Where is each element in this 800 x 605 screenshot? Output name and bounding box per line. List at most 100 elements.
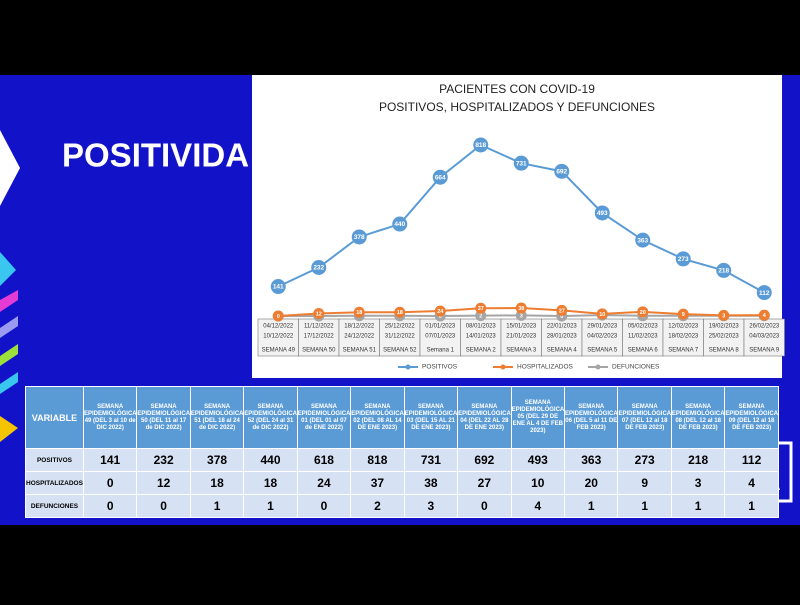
data-label: 731	[516, 160, 527, 167]
x-tick-label: 31/12/2022	[385, 334, 416, 340]
point	[392, 216, 408, 232]
x-tick-label: SEMANA 7	[668, 348, 699, 354]
x-tick-label: 29/01/2023	[587, 324, 618, 330]
x-tick-label: 04/02/2023	[587, 334, 618, 340]
data-label: 664	[435, 174, 446, 181]
data-label: 493	[597, 210, 608, 217]
arrow-decoration	[0, 372, 18, 394]
table-cell: 1	[190, 495, 244, 517]
column-header: SEMANA EPIDEMIOLÓGICA 52 (DEL 24 al 31 d…	[244, 387, 297, 448]
point	[515, 302, 527, 314]
table-row: DEFUNCIONES 0 0 1 1 0 2 3 0 4 1 1 1 1	[26, 495, 778, 517]
x-tick-label: 18/02/2023	[668, 334, 699, 340]
table-cell: 1	[244, 495, 297, 517]
point	[556, 304, 568, 316]
legend-label: POSITIVOS	[422, 364, 458, 371]
point	[313, 307, 325, 319]
row-label: DEFUNCIONES	[26, 495, 83, 517]
legend-swatch	[405, 364, 411, 370]
x-tick-label: 17/12/2022	[304, 334, 335, 340]
legend-swatch	[500, 364, 506, 370]
point	[473, 137, 489, 153]
x-tick-label: 11/02/2023	[628, 334, 658, 340]
x-tick-label: 08/01/2023	[466, 324, 497, 330]
data-label: 9	[682, 312, 685, 318]
x-tick-label: 12/02/2023	[668, 324, 699, 330]
point	[434, 305, 446, 317]
x-tick-label: SEMANA 52	[383, 348, 417, 354]
table-cell: 20	[565, 472, 618, 494]
point	[394, 306, 406, 318]
table-row: VARIABLE SEMANA EPIDEMIOLÓGICA 49 (DEL 3 …	[26, 387, 778, 448]
point	[311, 260, 327, 276]
x-tick-label: 04/03/2023	[749, 334, 780, 340]
x-tick-label: Semana 1	[427, 348, 455, 354]
table-cell: 4	[511, 495, 565, 517]
table-corner: VARIABLE	[26, 387, 83, 448]
table-row: HOSPITALIZADOS 0 12 18 18 24 37 38 27 10 20 9 3 4	[26, 472, 778, 494]
category-box	[622, 318, 664, 357]
point	[677, 308, 689, 320]
point	[716, 262, 732, 278]
data-label: 4	[763, 313, 767, 319]
x-tick-label: 19/02/2023	[709, 324, 740, 330]
point	[353, 306, 365, 318]
row-label: HOSPITALIZADOS	[26, 472, 83, 494]
legend-label: HOSPITALIZADOS	[517, 364, 574, 371]
column-header: SEMANA EPIDEMIOLÓGICA 51 (DEL 18 al 24 d…	[190, 387, 244, 448]
table-cell: 3	[404, 495, 458, 517]
x-tick-label: 04/12/2022	[263, 324, 294, 330]
data-label: 378	[354, 234, 365, 241]
table-cell: 218	[671, 449, 725, 471]
data-label: 112	[759, 290, 770, 297]
data-label: 232	[313, 265, 324, 272]
point	[596, 308, 608, 320]
data-label: 20	[640, 310, 646, 316]
chart-title: PACIENTES CON COVID-19	[439, 82, 595, 96]
point	[432, 169, 448, 185]
category-box	[662, 318, 704, 357]
point	[351, 229, 367, 245]
x-tick-label: SEMANA 50	[302, 348, 336, 354]
column-header: SEMANA EPIDEMIOLÓGICA 07 (DEL 12 al 18 D…	[618, 387, 671, 448]
data-table: VARIABLE SEMANA EPIDEMIOLÓGICA 49 (DEL 3 …	[25, 386, 779, 518]
arrow-decoration	[0, 252, 16, 286]
table-cell: 12	[137, 472, 190, 494]
data-label: 218	[718, 268, 729, 275]
x-tick-label: 24/12/2022	[344, 334, 375, 340]
table-cell: 0	[458, 495, 511, 517]
chevron	[0, 130, 20, 206]
slide-title: POSITIVIDA	[62, 137, 249, 174]
point	[635, 232, 651, 248]
x-tick-label: SEMANA 49	[262, 348, 296, 354]
x-tick-label: 25/12/2022	[385, 324, 416, 330]
point	[272, 310, 284, 322]
point	[513, 155, 529, 171]
table-cell: 0	[297, 495, 351, 517]
point	[475, 302, 487, 314]
x-tick-label: 05/02/2023	[628, 324, 659, 330]
point	[637, 306, 649, 318]
table-cell: 37	[351, 472, 404, 494]
x-tick-label: 21/01/2023	[506, 334, 537, 340]
column-header: SEMANA EPIDEMIOLÓGICA 50 (DEL 11 al 17 d…	[137, 387, 190, 448]
data-label: 12	[316, 311, 322, 317]
table-row: POSITIVOS 141 232 378 440 618 818 731 692 493 363 2…	[26, 449, 778, 471]
column-header: SEMANA EPIDEMIOLÓGICA 09 (DEL 12 al 18 D…	[725, 387, 778, 448]
x-tick-label: SEMANA 2	[466, 348, 497, 354]
category-box	[500, 318, 542, 357]
table-cell: 112	[725, 449, 778, 471]
column-header: SEMANA EPIDEMIOLÓGICA 04 (DEL 22 AL 28 D…	[458, 387, 511, 448]
table-cell: 1	[671, 495, 725, 517]
category-box	[581, 318, 623, 357]
data-label: 0	[439, 314, 442, 320]
x-tick-label: SEMANA 5	[587, 348, 618, 354]
table-cell: 493	[511, 449, 565, 471]
data-label: 692	[556, 169, 567, 176]
x-tick-label: SEMANA 8	[709, 348, 740, 354]
x-tick-label: 26/02/2023	[749, 324, 780, 330]
arrow-decoration	[0, 290, 18, 312]
category-box	[338, 318, 380, 357]
x-tick-label: 28/01/2023	[547, 334, 578, 340]
